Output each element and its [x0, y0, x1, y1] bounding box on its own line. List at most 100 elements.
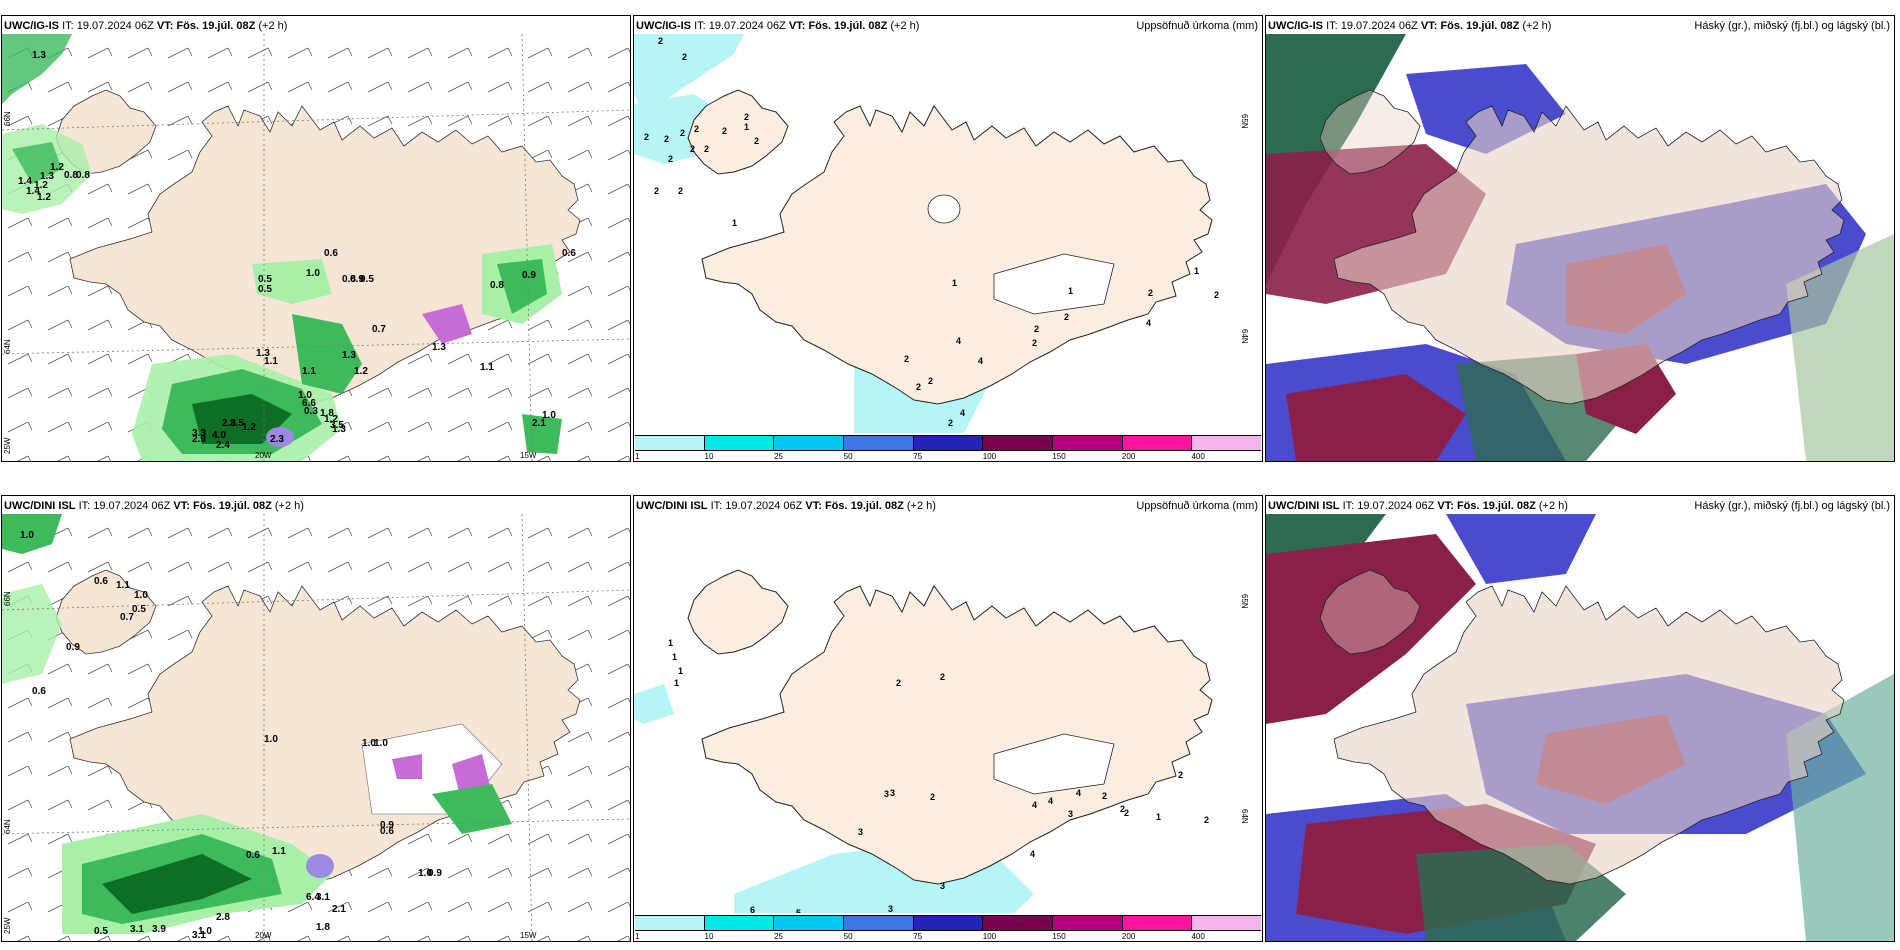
value-label: 2: [754, 136, 759, 146]
panel-dini-isl-accum-precip: UWC/DINI ISL IT: 19.07.2024 06Z VT: Fös.…: [633, 495, 1263, 942]
colorbar-cell: [1191, 916, 1262, 930]
value-label: 0.5: [132, 604, 146, 615]
cloud-cover-map[interactable]: [1266, 34, 1894, 461]
colorbar-tick: 50: [843, 932, 853, 941]
precip-heavy: [392, 754, 422, 779]
value-label: 4.0: [212, 430, 226, 441]
value-label: 1: [1068, 286, 1073, 296]
value-label: 0.5: [360, 274, 374, 285]
value-label: 0.9: [66, 642, 80, 653]
lon-label: 25W: [3, 917, 12, 934]
value-label: 1.0: [264, 734, 278, 745]
value-label: 2: [1178, 770, 1183, 780]
panel-title: Uppsöfnuð úrkoma (mm): [1136, 500, 1258, 512]
colorbar-cell: [843, 436, 913, 450]
panel-header: UWC/DINI ISL IT: 19.07.2024 06Z VT: Fös.…: [636, 500, 936, 512]
precip-area: [192, 394, 292, 444]
colorbar-cell: [1121, 916, 1192, 930]
value-label: 2: [916, 382, 921, 392]
value-label: 1.3: [432, 342, 446, 353]
value-label: 2: [940, 672, 945, 682]
value-label: 4: [960, 408, 965, 418]
colorbar-tick: 200: [1121, 932, 1136, 941]
value-label: 1: [672, 652, 677, 662]
panel-header: UWC/DINI ISL IT: 19.07.2024 06Z VT: Fös.…: [4, 500, 304, 512]
value-label: 1.1: [116, 580, 130, 591]
lat-label: 65N: [1240, 594, 1249, 609]
value-label: 1.0: [298, 390, 312, 401]
value-label: 0.9: [428, 868, 442, 879]
value-label: 3: [1068, 809, 1073, 819]
value-label: 2: [644, 132, 649, 142]
panel-header: UWC/IG-IS IT: 19.07.2024 06Z VT: Fös. 19…: [636, 20, 920, 32]
precip-area: [2, 584, 62, 684]
wind-precip-map[interactable]: 66N 64N 25W 20W 15W 1.3 1.2 1.4 1.3 0.8 0.8 1.…: [2, 34, 630, 461]
colorbar-tick: 400: [1191, 932, 1205, 941]
value-label: 1.0: [542, 410, 556, 421]
low-cloud-area: [1446, 514, 1596, 584]
value-label: 0.6: [380, 826, 394, 837]
value-label: 2: [1204, 815, 1209, 825]
value-label: 2.8: [216, 912, 230, 923]
value-label: 0.6: [324, 248, 338, 259]
value-label: 1.2: [242, 422, 256, 433]
cloud-cover-map[interactable]: [1266, 514, 1894, 941]
value-label: 5: [796, 908, 801, 913]
precip-area: [2, 514, 62, 554]
value-label: 2.8: [222, 418, 236, 429]
precip-heavy: [422, 304, 472, 344]
value-label: 2: [722, 126, 727, 136]
colorbar-legend: 1 10 25 50 75 100 150 200 400: [634, 433, 1262, 461]
colorbar-tick: 150: [1052, 932, 1066, 941]
value-label: 2: [704, 144, 709, 154]
value-label: 3.1: [130, 924, 144, 935]
value-label: 2.1: [532, 418, 546, 429]
colorbar-tick: 10: [704, 452, 714, 461]
panel-header: UWC/IG-IS IT: 19.07.2024 06Z VT: Fös. 19…: [1268, 20, 1552, 32]
precip-area: [252, 259, 332, 304]
colorbar-cell: [773, 916, 844, 930]
value-label: 0.5: [94, 926, 108, 937]
value-label: 1.8: [316, 922, 330, 933]
value-label: 2: [904, 354, 909, 364]
value-label: 2: [1214, 290, 1219, 300]
value-label: 1.8: [320, 408, 334, 419]
value-label: 1.0: [20, 530, 34, 541]
value-label: 2: [664, 134, 669, 144]
value-label: 1: [952, 278, 957, 288]
value-label: 0.9: [380, 820, 394, 831]
value-label: 1.2: [50, 162, 64, 173]
value-label: 0.7: [120, 612, 134, 623]
value-label: 0.6: [246, 850, 260, 861]
value-label: 0.8: [64, 170, 78, 181]
value-label: 0.6: [562, 248, 576, 259]
value-label: 1.1: [264, 356, 278, 367]
value-label: 1.0: [362, 738, 376, 749]
value-label: 2.1: [332, 904, 346, 915]
value-label: 1.1: [480, 362, 494, 373]
panel-dini-isl-wind-precip: UWC/DINI ISL IT: 19.07.2024 06Z VT: Fös.…: [1, 495, 631, 942]
panel-ig-is-clouds: UWC/IG-IS IT: 19.07.2024 06Z VT: Fös. 19…: [1265, 15, 1895, 462]
precip-value-labels: 1.31.21.4 1.3 0.80.81.21.41.20.50.51.00.60…: [18, 50, 576, 451]
value-label: 1.3: [332, 424, 346, 435]
value-label: 0.9: [350, 274, 364, 285]
value-label: 4: [978, 356, 983, 366]
lon-label: 20W: [255, 451, 272, 460]
wind-precip-map[interactable]: 66N 64N 25W 20W 15W 1.0 0.6 1.1 1.0 0.5 0.7 0.…: [2, 514, 630, 941]
value-label: 1.0: [198, 926, 212, 937]
colorbar-cell: [982, 436, 1053, 450]
value-label: 3: [890, 788, 895, 798]
value-label: 1: [744, 122, 749, 132]
glacier: [927, 194, 961, 224]
lon-label: 15W: [520, 931, 537, 940]
panel-title: Háský (gr.), miðský (fj.bl.) og lágský (…: [1694, 500, 1890, 512]
value-label: 2: [690, 144, 695, 154]
value-label: 2.3: [270, 434, 284, 445]
value-label: 1.3: [32, 50, 46, 61]
value-label: 4: [1048, 796, 1053, 806]
value-label: 4: [1076, 788, 1081, 798]
colorbar-tick: 75: [913, 932, 923, 941]
